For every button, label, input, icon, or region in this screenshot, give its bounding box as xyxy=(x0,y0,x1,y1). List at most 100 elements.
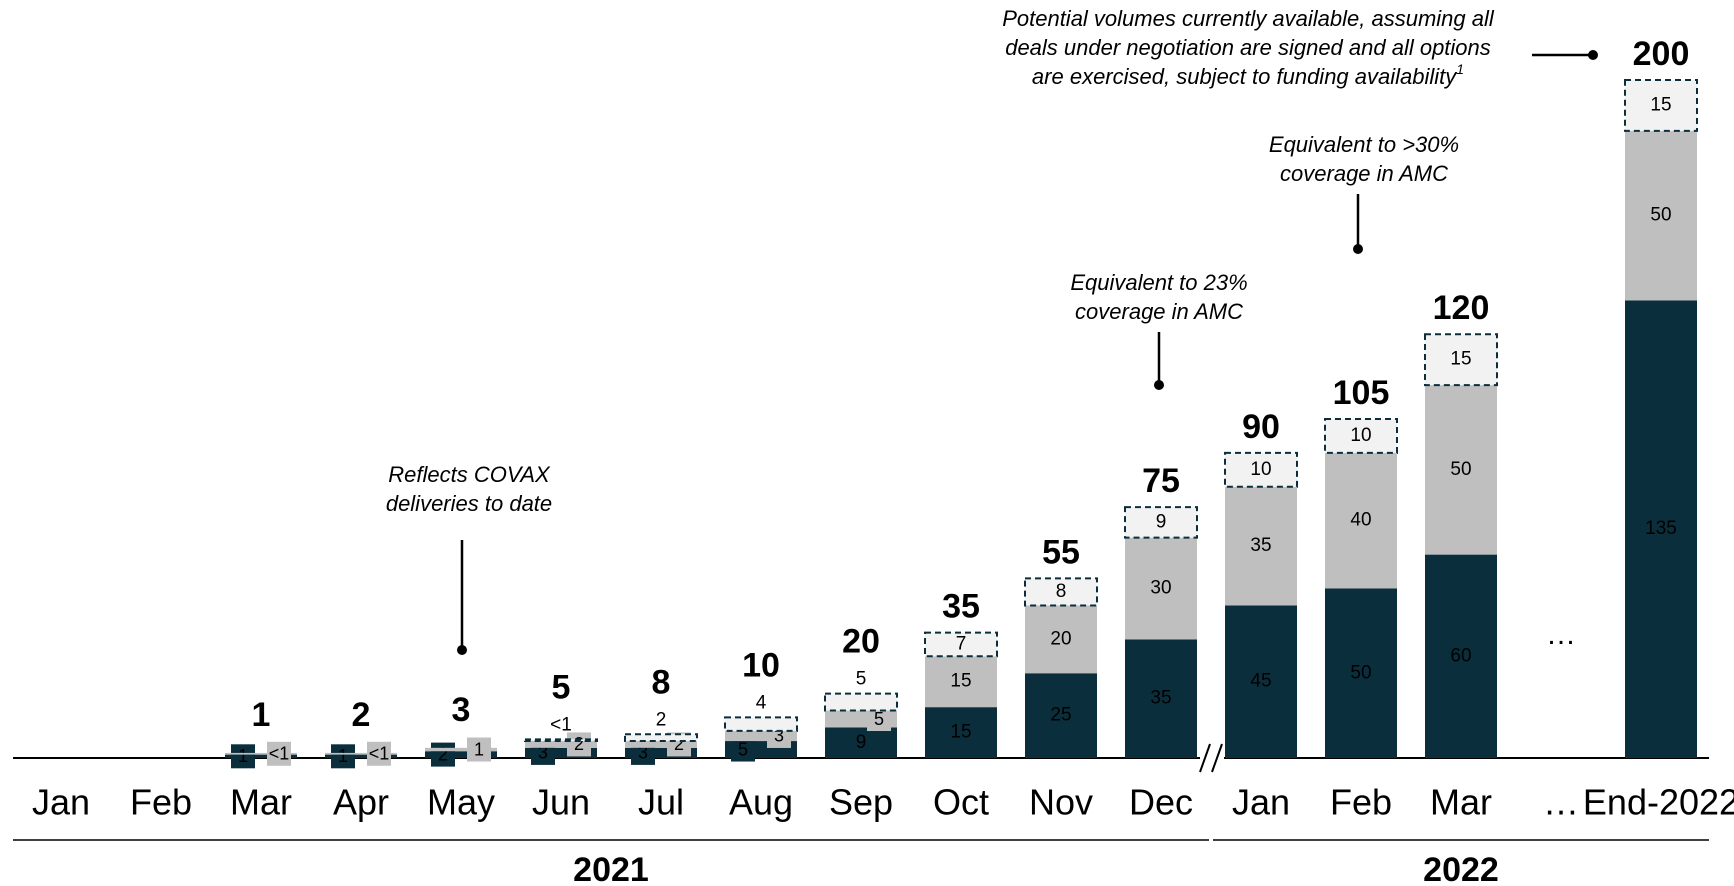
x-tick-label: Oct xyxy=(933,782,989,823)
bar-segment xyxy=(425,751,497,758)
axis-break xyxy=(1199,743,1211,773)
total-label: 10 xyxy=(742,646,780,684)
segment-label: 35 xyxy=(1250,535,1271,556)
x-tick-label: Sep xyxy=(829,782,893,823)
segment-badge xyxy=(731,737,755,762)
total-label: 105 xyxy=(1333,374,1390,412)
bar-segment xyxy=(925,707,997,758)
segment-label: 5 xyxy=(856,669,867,690)
annotation: deals under negotiation are signed and a… xyxy=(1005,35,1491,60)
bar-segment xyxy=(1325,452,1397,589)
segment-badge xyxy=(231,744,255,769)
bar-segment xyxy=(1124,506,1198,539)
year-label: 2021 xyxy=(573,851,649,886)
bar-segment xyxy=(625,747,697,758)
segment-label: 2 xyxy=(438,744,448,764)
annotation-line: Equivalent to 23% xyxy=(1070,270,1247,295)
bar-segment xyxy=(1125,639,1197,758)
bar-segment xyxy=(524,738,598,743)
bar-segment xyxy=(1625,300,1697,758)
annotation: Equivalent to 23% xyxy=(1070,270,1247,295)
bar-segment xyxy=(525,747,597,758)
segment-label: 3 xyxy=(774,726,784,746)
segment-label: 15 xyxy=(950,671,971,692)
segment-label: 8 xyxy=(1056,581,1067,602)
year-label: 2022 xyxy=(1423,851,1499,886)
segment-label: 4 xyxy=(756,692,767,713)
total-label: 8 xyxy=(652,663,671,701)
x-tick-label: End-2022 xyxy=(1583,782,1734,823)
segment-label: <1 xyxy=(369,744,390,764)
x-tick-label: Mar xyxy=(230,782,292,823)
segment-label: 5 xyxy=(738,739,748,759)
bar-segment xyxy=(824,692,898,712)
bar-segment xyxy=(525,741,597,748)
bar-segment xyxy=(1324,418,1398,454)
segment-label: 1 xyxy=(474,739,484,759)
annotation: deliveries to date xyxy=(386,491,552,516)
bar-segment xyxy=(1125,537,1197,640)
bar-segment xyxy=(1425,554,1497,758)
annotation-line: Potential volumes currently available, a… xyxy=(1002,6,1495,31)
annotation: Equivalent to >30% xyxy=(1269,132,1459,157)
annotation: coverage in AMC xyxy=(1280,161,1448,186)
segment-label: 10 xyxy=(1350,425,1371,446)
bar-segment xyxy=(1624,79,1698,132)
total-label: 55 xyxy=(1042,533,1080,571)
segment-label: 2 xyxy=(656,709,667,730)
segment-label: 9 xyxy=(1156,511,1167,532)
total-label: 5 xyxy=(552,668,571,706)
x-tick-label: Aug xyxy=(729,782,793,823)
segment-label: 40 xyxy=(1350,510,1371,531)
annotation-line: coverage in AMC xyxy=(1280,161,1448,186)
annotation-line: Reflects COVAX xyxy=(388,462,551,487)
segment-badge xyxy=(331,744,355,769)
x-tick-label: Dec xyxy=(1129,782,1193,823)
bar-segment xyxy=(225,752,297,755)
annotation: Potential volumes currently available, a… xyxy=(1002,6,1495,31)
bar-segment xyxy=(225,754,297,758)
segment-label: 25 xyxy=(1050,705,1071,726)
bar-segment xyxy=(724,716,798,732)
segment-label: 5 xyxy=(874,709,884,729)
bar-segment xyxy=(1325,588,1397,758)
axis-break xyxy=(1211,743,1223,773)
segment-label: 30 xyxy=(1150,578,1171,599)
footnote-marker: 1 xyxy=(1456,61,1464,77)
annotation-dot xyxy=(1588,50,1598,60)
annotation: coverage in AMC xyxy=(1075,299,1243,324)
segment-label: 60 xyxy=(1450,645,1471,666)
x-tick-label: May xyxy=(427,782,495,823)
bar-segment xyxy=(1424,333,1498,387)
annotation-line: deliveries to date xyxy=(386,491,552,516)
segment-badge xyxy=(431,742,455,767)
total-label: 75 xyxy=(1142,462,1180,500)
bar-segment xyxy=(425,747,497,752)
x-tick-label: Jan xyxy=(1232,782,1290,823)
total-label: 90 xyxy=(1242,408,1280,446)
x-tick-label: Mar xyxy=(1430,782,1492,823)
segment-label: 50 xyxy=(1350,662,1371,683)
bar-segment xyxy=(1625,130,1697,301)
segment-label: 15 xyxy=(950,722,971,743)
x-tick-label: Nov xyxy=(1029,782,1093,823)
bar-segment xyxy=(1225,486,1297,606)
annotation: are exercised, subject to funding availa… xyxy=(1032,61,1464,89)
x-tick-label: … xyxy=(1543,782,1579,823)
total-label: 120 xyxy=(1433,289,1490,327)
bar-segment xyxy=(1225,605,1297,758)
segment-badge xyxy=(467,737,491,762)
segment-label: 1 xyxy=(338,746,348,766)
segment-label: 3 xyxy=(638,743,648,763)
bar-segment xyxy=(924,631,998,658)
bar-segment xyxy=(1425,385,1497,555)
segment-label: 7 xyxy=(956,633,967,654)
bar-segment xyxy=(624,733,698,743)
segment-label: 10 xyxy=(1250,459,1271,480)
bar-segment xyxy=(925,656,997,708)
segment-label: 2 xyxy=(574,734,584,754)
x-tick-label: Jun xyxy=(532,782,590,823)
segment-label: 20 xyxy=(1050,628,1071,649)
total-label: 35 xyxy=(942,588,980,626)
